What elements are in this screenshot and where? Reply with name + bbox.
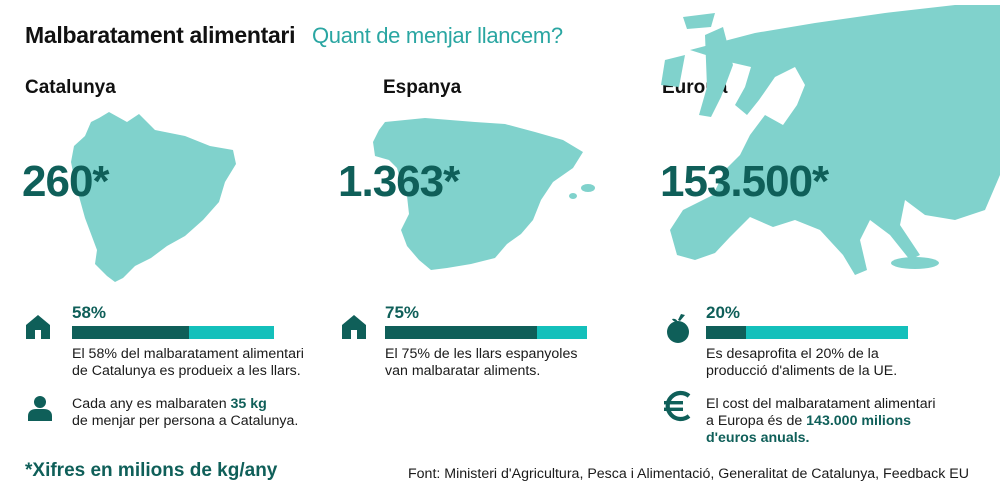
extra-highlight: 35 kg	[230, 396, 267, 412]
total-catalunya: 260*	[22, 157, 110, 206]
stat-text-catalunya: El 58% del malbaratament alimentari de C…	[72, 346, 304, 380]
extra-highlight: d'euros anuals.	[706, 430, 810, 446]
house-icon	[26, 315, 50, 339]
total-espanya: 1.363*	[338, 157, 460, 206]
extra-text-line1: El cost del malbaratament alimentari	[706, 396, 936, 412]
region-title-catalunya: Catalunya	[25, 77, 116, 98]
progress-bar-espanya	[385, 326, 587, 339]
progress-fill-catalunya	[72, 326, 190, 339]
percent-label-espanya: 75%	[385, 303, 420, 322]
stat-text-line1: El 58% del malbaratament alimentari	[72, 346, 304, 362]
stat-text-line1: El 75% de les llars espanyoles	[385, 346, 578, 362]
stat-text-line2: producció d'aliments de la UE.	[706, 363, 898, 379]
euro-icon	[664, 390, 691, 422]
progress-fill-espanya	[385, 326, 537, 339]
extra-highlight: 143.000 milions	[806, 413, 912, 429]
house-icon	[342, 315, 366, 339]
progress-fill-europa	[706, 326, 747, 339]
stat-text-line2: van malbaratar aliments.	[385, 363, 541, 379]
catalunya-map	[71, 112, 236, 282]
footnote: *Xifres en milions de kg/any	[25, 460, 278, 481]
page-subtitle: Quant de menjar llancem?	[312, 23, 563, 48]
percent-label-catalunya: 58%	[72, 303, 107, 322]
progress-bar-catalunya	[72, 326, 274, 339]
stat-text-europa: Es desaprofita el 20% de la producció d'…	[706, 346, 897, 380]
europa-map	[661, 5, 1000, 275]
stat-text-espanya: El 75% de les llars espanyoles van malba…	[385, 346, 577, 380]
extra-text-line2: a Europa és de 143.000 milions	[706, 413, 912, 429]
region-title-espanya: Espanya	[383, 77, 462, 98]
extra-text-line1: Cada any es malbaraten 35 kg	[72, 396, 267, 412]
espanya-map	[373, 118, 595, 270]
progress-bar-europa	[706, 326, 908, 339]
page-title: Malbaratament alimentari	[25, 22, 296, 48]
percent-label-europa: 20%	[706, 303, 741, 322]
source-credit: Font: Ministeri d'Agricultura, Pesca i A…	[408, 466, 970, 482]
extra-text-line2: de menjar per persona a Catalunya.	[72, 413, 299, 429]
extra-text-catalunya: Cada any es malbaraten 35 kg de menjar p…	[72, 396, 298, 430]
stat-text-line1: Es desaprofita el 20% de la	[706, 346, 879, 362]
extra-text-line3: d'euros anuals.	[706, 430, 935, 447]
stat-text-line2: de Catalunya es produeix a les llars.	[72, 363, 301, 379]
total-europa: 153.500*	[660, 157, 829, 206]
extra-text-europa: El cost del malbaratament alimentari a E…	[706, 396, 935, 447]
person-icon	[28, 396, 52, 421]
apple-icon	[667, 314, 689, 343]
